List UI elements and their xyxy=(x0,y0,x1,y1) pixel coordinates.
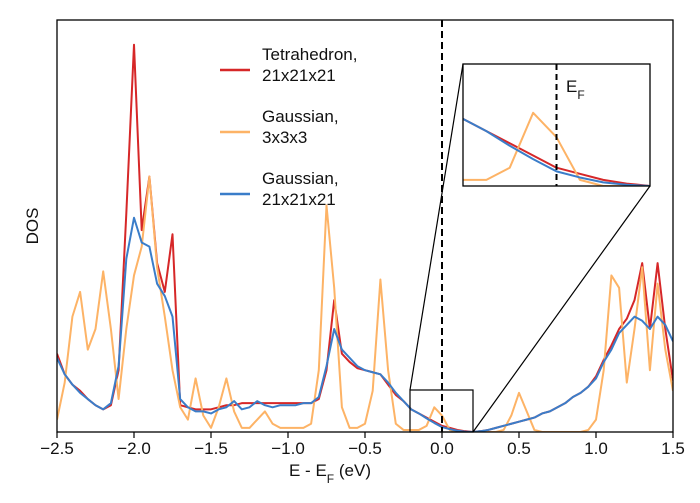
x-tick-label: 1.5 xyxy=(661,439,685,458)
inset-plot xyxy=(463,64,650,186)
legend-label: Gaussian, 3x3x3 xyxy=(262,107,339,147)
x-tick-label: 0.5 xyxy=(507,439,531,458)
x-tick-label: 1.0 xyxy=(584,439,608,458)
series-line xyxy=(57,216,673,432)
legend-label: Tetrahedron, 21x21x21 xyxy=(262,45,357,85)
x-label-sub: F xyxy=(327,472,334,486)
connector xyxy=(409,63,464,391)
x-tick-label: −2.0 xyxy=(117,439,151,458)
inset-frame xyxy=(462,63,651,187)
connector xyxy=(472,185,651,433)
x-tick-label: −1.5 xyxy=(194,439,228,458)
x-axis-label: E - EF (eV) xyxy=(289,461,371,486)
legend-label-line: 21x21x21 xyxy=(262,190,336,209)
legend-label-line: 21x21x21 xyxy=(262,66,336,85)
inset-label: EF xyxy=(566,77,585,102)
legend-label-line: 3x3x3 xyxy=(262,128,307,147)
legend-label-line: Gaussian, xyxy=(262,169,339,188)
x-label-main: E - E xyxy=(289,461,327,480)
inset-label-sub: F xyxy=(577,88,584,102)
legend-label-line: Tetrahedron, xyxy=(262,45,357,64)
x-tick-label: −0.5 xyxy=(348,439,382,458)
x-label-unit: (eV) xyxy=(334,461,371,480)
x-tick-label: −1.0 xyxy=(271,439,305,458)
y-axis-label: DOS xyxy=(23,208,42,245)
legend-label: Gaussian, 21x21x21 xyxy=(262,169,339,209)
legend-label-line: Gaussian, xyxy=(262,107,339,126)
plot-area xyxy=(57,20,673,432)
x-tick-label: −2.5 xyxy=(40,439,74,458)
series-line xyxy=(57,175,673,432)
x-tick-label: 0.0 xyxy=(430,439,454,458)
inset-label-main: E xyxy=(566,77,577,96)
